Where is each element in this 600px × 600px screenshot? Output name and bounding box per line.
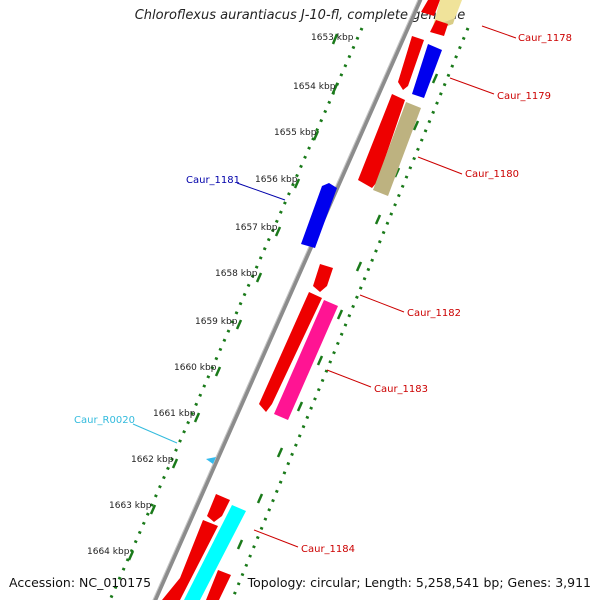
ruler-tick — [355, 261, 363, 272]
ruler-tick-label: 1659 kbp — [195, 317, 238, 327]
ruler-tick — [412, 120, 420, 131]
gene-label-Caur_1182[interactable]: Caur_1182 — [407, 308, 461, 319]
ruler-tick — [293, 178, 301, 189]
genome-backbone-highlight — [152, 0, 419, 600]
ruler-tick — [274, 226, 282, 237]
ruler-tick — [127, 550, 135, 561]
ruler-tick-label: 1656 kbp — [255, 175, 298, 185]
gene-Caur_1182[interactable] — [259, 264, 333, 412]
ruler-tick-label: 1663 kbp — [109, 501, 152, 511]
gene-arrow — [433, 0, 462, 26]
ruler-tick — [331, 33, 339, 45]
gene-label-Caur_1183[interactable]: Caur_1183 — [374, 384, 428, 395]
accession-label: Accession: NC_010175 — [9, 575, 152, 590]
gene-arrow-red — [207, 494, 230, 522]
ruler-tick-label: 1660 kbp — [174, 363, 217, 373]
label-leader — [359, 294, 405, 313]
ruler-tick — [331, 83, 339, 94]
gene-arrow — [412, 44, 442, 98]
ruler-tick-label: 1654 kbp — [293, 82, 336, 92]
gene-label-Caur_1180[interactable]: Caur_1180 — [465, 169, 519, 180]
gene-arrow — [373, 102, 421, 196]
gene-arrow-red — [259, 292, 322, 412]
label-leader — [253, 529, 299, 548]
ruler-tick — [235, 319, 243, 330]
ruler-tick — [336, 309, 344, 320]
label-leader — [449, 77, 495, 95]
gene-arrow-red — [421, 0, 440, 16]
ruler-tick-label: 1662 kbp — [131, 455, 174, 465]
gene-arrow — [301, 183, 337, 248]
gene-label-Caur_R0020[interactable]: Caur_R0020 — [74, 415, 135, 426]
gene-Caur_1183[interactable] — [274, 300, 338, 420]
ruler-tick — [171, 458, 179, 469]
ruler-tick — [374, 214, 382, 225]
ruler-tick — [431, 73, 439, 84]
ruler-tick-label: 1664 kbp — [87, 547, 130, 557]
ruler-tick — [255, 272, 263, 283]
ruler-tick — [149, 504, 157, 515]
ruler-tick-label: 1661 kbp — [153, 409, 196, 419]
gene-label-Caur_1178[interactable]: Caur_1178 — [518, 33, 572, 44]
gene-Caur_1184[interactable] — [162, 494, 246, 600]
ruler-line — [108, 27, 364, 600]
ruler-tick — [316, 355, 324, 366]
genome-backbone — [152, 0, 423, 600]
gene-label-Caur_1181[interactable]: Caur_1181 — [186, 175, 240, 186]
ruler-tick-label: 1658 kbp — [215, 269, 258, 279]
label-leader — [326, 369, 372, 388]
gene-Caur_1180[interactable] — [358, 94, 421, 196]
ruler-tick — [276, 447, 284, 458]
topology-label: Topology: circular; Length: 5,258,541 bp… — [247, 575, 591, 590]
gene-Caur_1179[interactable] — [398, 36, 442, 98]
label-leader — [417, 156, 463, 175]
gene-label-Caur_1179[interactable]: Caur_1179 — [497, 91, 551, 102]
ruler-tick — [214, 366, 222, 377]
ruler-tick-label: 1653 kbp — [311, 33, 354, 43]
gene-arrow-red — [162, 520, 218, 600]
ruler-ticks: 1653 kbp 1654 kbp 1655 kbp 1656 kbp 1657… — [87, 33, 354, 561]
ruler-ticks-right — [236, 73, 439, 550]
gene-arrow-red — [358, 94, 405, 188]
ruler-tick — [236, 539, 244, 550]
gene-arrow-red — [398, 36, 424, 90]
gene-arrow — [274, 300, 338, 420]
label-leader — [481, 25, 517, 39]
map-title: Chloroflexus aurantiacus J-10-fl, comple… — [134, 8, 466, 23]
ruler-tick — [256, 493, 264, 504]
gene-arrow — [206, 457, 216, 464]
gene-arrow-red — [206, 570, 231, 600]
ruler-tick-label: 1657 kbp — [235, 223, 278, 233]
gene-arrow — [184, 505, 246, 600]
gene-arrow-red — [313, 264, 333, 292]
label-leader — [132, 423, 178, 444]
gene-label-Caur_1184[interactable]: Caur_1184 — [301, 544, 355, 555]
ruler-tick — [193, 412, 201, 423]
ruler-tick — [296, 401, 304, 412]
gene-arrow-red[interactable] — [430, 20, 448, 36]
gene-Caur_1181[interactable] — [301, 183, 337, 248]
ruler-tick-label: 1655 kbp — [274, 128, 317, 138]
gene-Caur_R0020[interactable] — [206, 457, 216, 464]
ruler-tick — [312, 130, 320, 141]
label-leader — [236, 182, 286, 201]
